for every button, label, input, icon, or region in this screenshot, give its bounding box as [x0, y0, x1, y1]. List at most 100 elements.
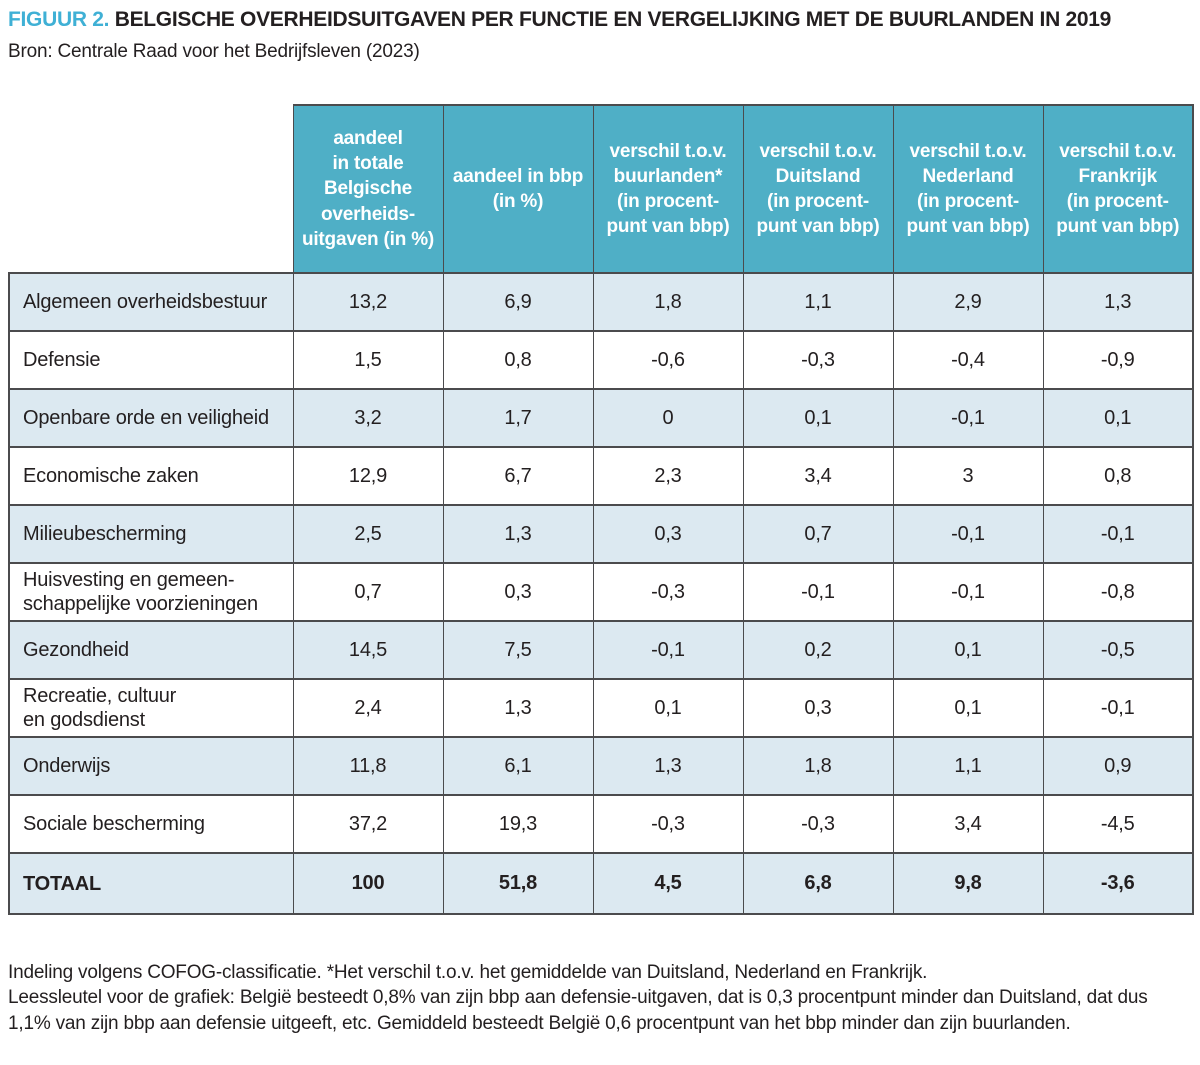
total-row-label: TOTAAL: [8, 852, 294, 916]
table-cell: 19,3: [442, 794, 594, 855]
table-cell: 1,3: [442, 504, 594, 565]
footnote-classification: Indeling volgens COFOG-classificatie. *H…: [8, 962, 928, 984]
table-row: Algemeen overheidsbestuur 13,2 6,9 1,8 1…: [8, 272, 1194, 333]
table-cell: 1,3: [1042, 272, 1194, 333]
row-label: Onderwijs: [8, 736, 294, 797]
table-cell: -0,3: [742, 330, 894, 391]
table-cell: 0: [592, 388, 744, 449]
table-cell: -0,1: [742, 562, 894, 623]
table-cell: 2,3: [592, 446, 744, 507]
column-header-aandeel-bbp: aandeel in bbp (in %): [442, 104, 594, 275]
table-row: Gezondheid 14,5 7,5 -0,1 0,2 0,1 -0,5: [8, 620, 1194, 681]
table-cell: 2,5: [292, 504, 444, 565]
row-label: Defensie: [8, 330, 294, 391]
table-cell: 0,1: [892, 620, 1044, 681]
table-row: Recreatie, cultuur en godsdienst 2,4 1,3…: [8, 678, 1194, 739]
table-cell: 6,8: [742, 852, 894, 916]
table-cell: 1,1: [742, 272, 894, 333]
figure-title-text: BELGISCHE OVERHEIDSUITGAVEN PER FUNCTIE …: [114, 8, 1112, 31]
table-cell: 0,3: [442, 562, 594, 623]
row-label: Openbare orde en veiligheid: [8, 388, 294, 449]
table-cell: 1,7: [442, 388, 594, 449]
table-cell: 4,5: [592, 852, 744, 916]
table-cell: 3,4: [742, 446, 894, 507]
figure-number: FIGUUR 2.: [8, 8, 110, 31]
row-label: Recreatie, cultuur en godsdienst: [8, 678, 294, 739]
table-row: Openbare orde en veiligheid 3,2 1,7 0 0,…: [8, 388, 1194, 449]
table-cell: 51,8: [442, 852, 594, 916]
table-cell: 9,8: [892, 852, 1044, 916]
table-cell: 0,8: [1042, 446, 1194, 507]
table-cell: -0,6: [592, 330, 744, 391]
table-cell: 13,2: [292, 272, 444, 333]
table-cell: 0,1: [1042, 388, 1194, 449]
column-header-verschil-frankrijk: verschil t.o.v. Frankrijk (in procent- p…: [1042, 104, 1194, 275]
table-cell: 12,9: [292, 446, 444, 507]
table-cell: 0,7: [292, 562, 444, 623]
header-row: aandeel in totale Belgische overheids- u…: [9, 104, 1194, 275]
row-label: Algemeen overheidsbestuur: [8, 272, 294, 333]
table-cell: 0,1: [592, 678, 744, 739]
table-cell: 0,8: [442, 330, 594, 391]
table-row: Onderwijs 11,8 6,1 1,3 1,8 1,1 0,9: [8, 736, 1194, 797]
table-cell: -0,1: [892, 504, 1044, 565]
table-cell: -0,1: [1042, 678, 1194, 739]
table-cell: 0,7: [742, 504, 894, 565]
footnotes: Indeling volgens COFOG-classificatie. *H…: [8, 960, 1192, 1036]
table-cell: 7,5: [442, 620, 594, 681]
table-cell: 0,3: [592, 504, 744, 565]
expenditure-table: aandeel in totale Belgische overheids- u…: [8, 104, 1194, 916]
table-cell: 11,8: [292, 736, 444, 797]
table-cell: 14,5: [292, 620, 444, 681]
table-cell: 1,5: [292, 330, 444, 391]
table-body: Algemeen overheidsbestuur 13,2 6,9 1,8 1…: [8, 272, 1194, 916]
table-row: Milieubescherming 2,5 1,3 0,3 0,7 -0,1 -…: [8, 504, 1194, 565]
table-cell: -0,3: [592, 794, 744, 855]
table-cell: 0,2: [742, 620, 894, 681]
table-cell: -0,5: [1042, 620, 1194, 681]
table-cell: 0,1: [892, 678, 1044, 739]
row-label: Gezondheid: [8, 620, 294, 681]
table-cell: 0,9: [1042, 736, 1194, 797]
table-cell: 2,4: [292, 678, 444, 739]
table-cell: -0,1: [1042, 504, 1194, 565]
table-cell: 6,9: [442, 272, 594, 333]
row-label: Economische zaken: [8, 446, 294, 507]
table-row: Economische zaken 12,9 6,7 2,3 3,4 3 0,8: [8, 446, 1194, 507]
table-cell: -0,1: [892, 388, 1044, 449]
table-header: aandeel in totale Belgische overheids- u…: [9, 104, 1194, 275]
table-cell: 1,8: [592, 272, 744, 333]
table-cell: -0,1: [592, 620, 744, 681]
table-cell: -0,9: [1042, 330, 1194, 391]
total-row: TOTAAL 100 51,8 4,5 6,8 9,8 -3,6: [8, 852, 1194, 916]
column-header-verschil-buurlanden: verschil t.o.v. buurlanden* (in procent-…: [592, 104, 744, 275]
table-cell: -0,3: [742, 794, 894, 855]
table-row: Defensie 1,5 0,8 -0,6 -0,3 -0,4 -0,9: [8, 330, 1194, 391]
source-line: Bron: Centrale Raad voor het Bedrijfslev…: [8, 41, 420, 63]
row-label: Sociale bescherming: [8, 794, 294, 855]
column-header-aandeel-uitgaven: aandeel in totale Belgische overheids- u…: [292, 104, 444, 275]
table-cell: -0,3: [592, 562, 744, 623]
blank-corner-cell: [9, 105, 293, 274]
table-row: Huisvesting en gemeen- schappelijke voor…: [8, 562, 1194, 623]
figure-page: FIGUUR 2. BELGISCHE OVERHEIDSUITGAVEN PE…: [8, 6, 1194, 1036]
table-cell: 3,4: [892, 794, 1044, 855]
table-cell: 0,1: [742, 388, 894, 449]
table-cell: 0,3: [742, 678, 894, 739]
figure-title: FIGUUR 2. BELGISCHE OVERHEIDSUITGAVEN PE…: [8, 6, 1192, 33]
column-header-verschil-nederland: verschil t.o.v. Nederland (in procent- p…: [892, 104, 1044, 275]
footnote-reading-key: Leessleutel voor de grafiek: België best…: [8, 987, 1148, 1034]
table-cell: 6,1: [442, 736, 594, 797]
table-cell: -3,6: [1042, 852, 1194, 916]
table-cell: 100: [292, 852, 444, 916]
table-cell: 3,2: [292, 388, 444, 449]
table-row: Sociale bescherming 37,2 19,3 -0,3 -0,3 …: [8, 794, 1194, 855]
table-cell: 37,2: [292, 794, 444, 855]
table-cell: 1,1: [892, 736, 1044, 797]
table-cell: -4,5: [1042, 794, 1194, 855]
table-cell: 1,3: [592, 736, 744, 797]
row-label: Huisvesting en gemeen- schappelijke voor…: [8, 562, 294, 623]
table-cell: 1,3: [442, 678, 594, 739]
table-cell: -0,1: [892, 562, 1044, 623]
table-cell: 6,7: [442, 446, 594, 507]
